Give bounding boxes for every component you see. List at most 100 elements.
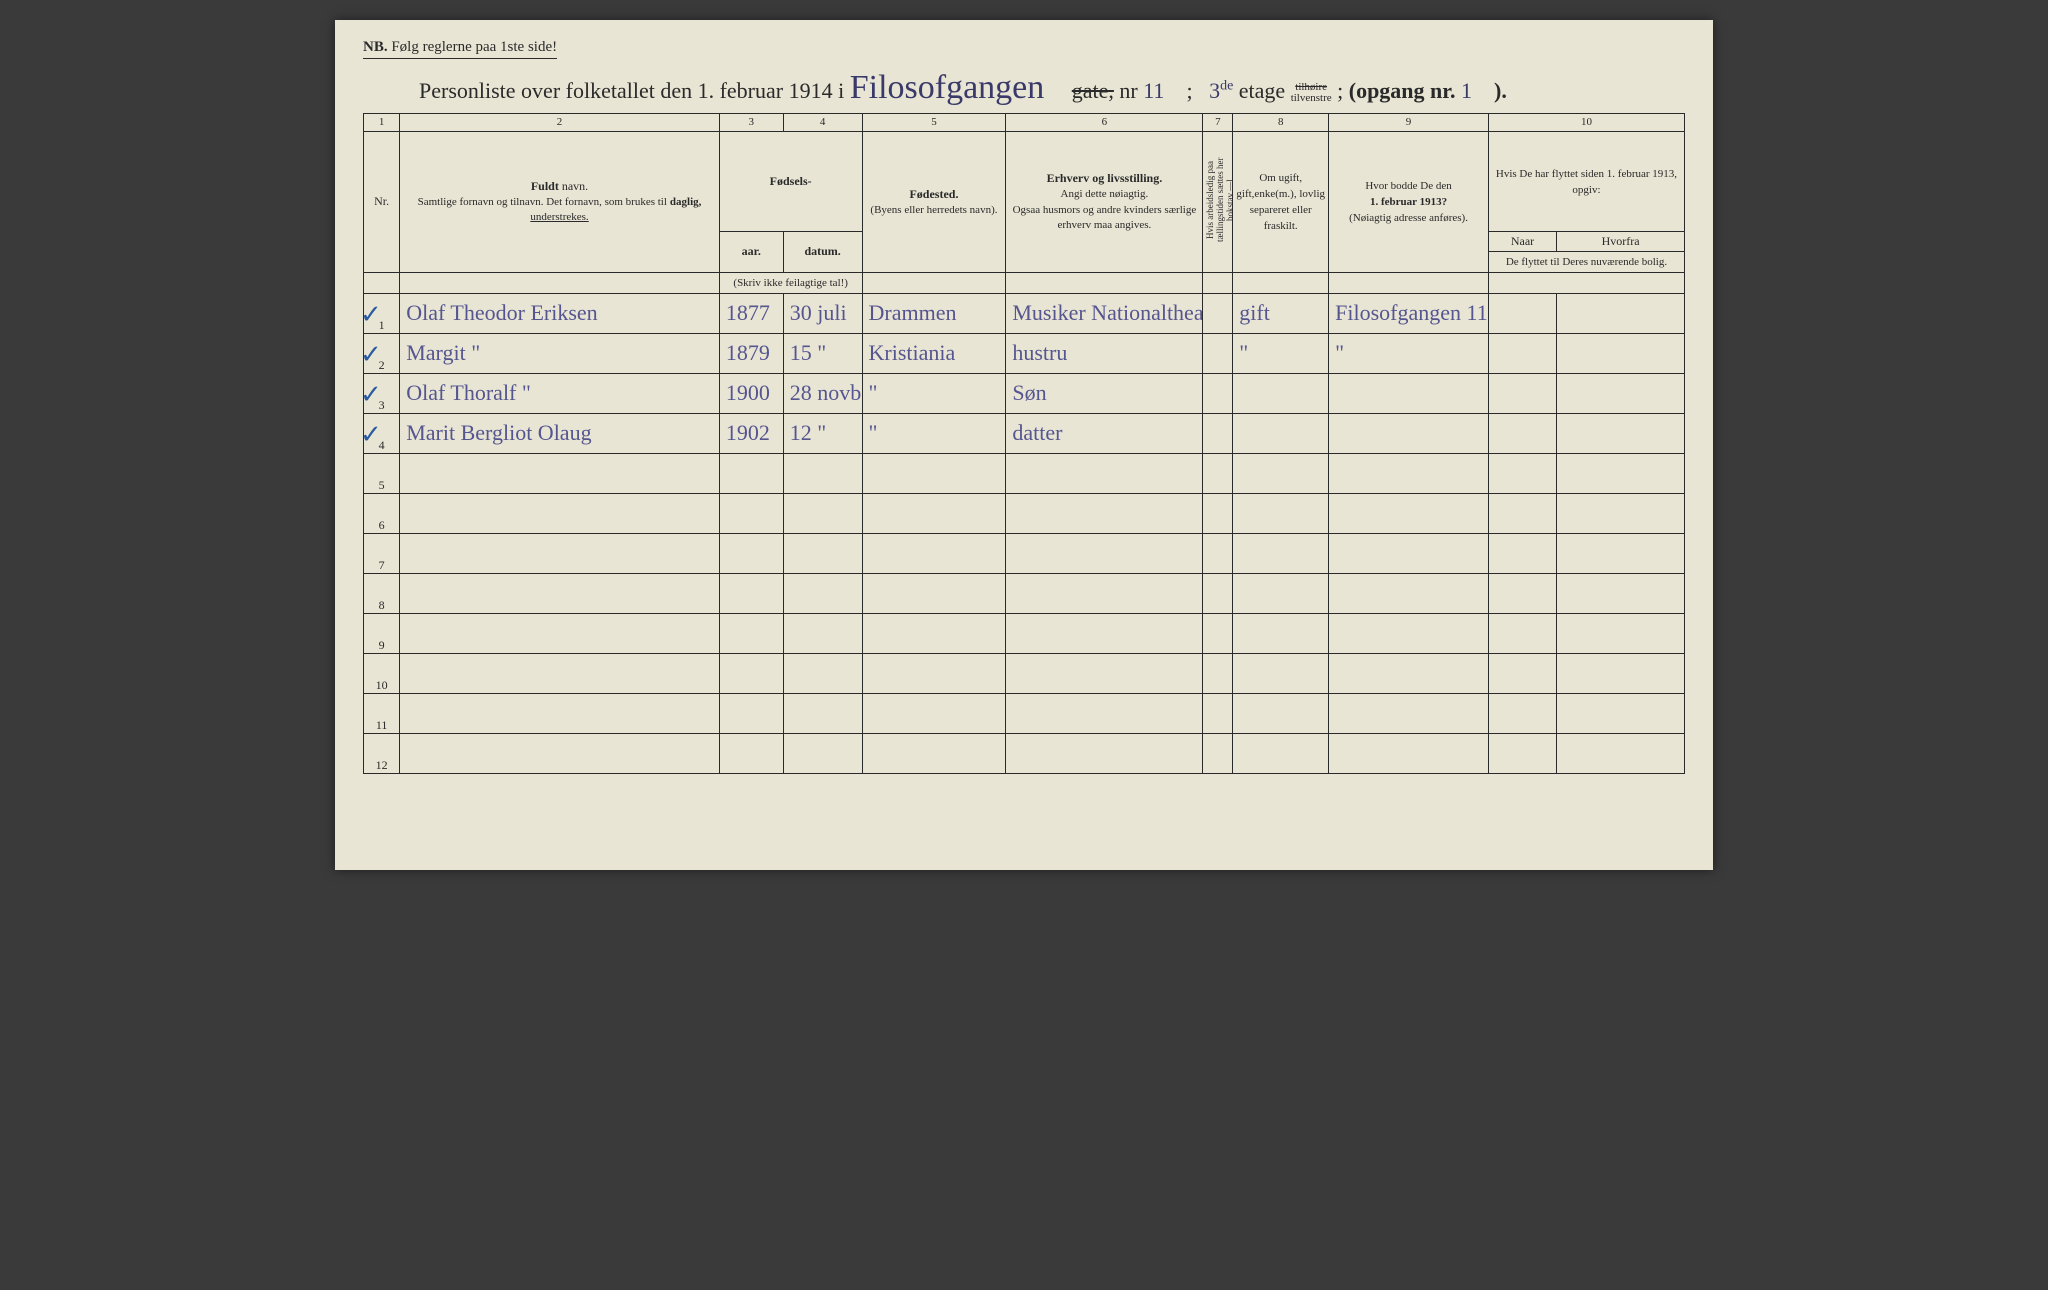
cell-occupation: hustru [1006,333,1203,373]
hdr-col9: Hvor bodde De den 1. februar 1913? (Nøia… [1329,132,1489,273]
cell-naar [1488,693,1556,733]
cell-addr [1329,573,1489,613]
cell-naar [1488,613,1556,653]
cell-date [783,493,862,533]
checkmark-icon: ✓ [364,420,382,450]
cell-naar [1488,413,1556,453]
colnum-8: 8 [1233,114,1329,132]
cell-f [1203,413,1233,453]
hdr-fodsels: Fødsels- [719,132,862,232]
cell-place [862,453,1006,493]
cell-status [1233,373,1329,413]
cell-occupation [1006,573,1203,613]
semi1: ; [1186,78,1192,103]
table-row: 6 [364,493,1685,533]
checkmark-icon: ✓ [364,380,382,410]
col-number-row: 1 2 3 4 5 6 7 8 9 10 [364,114,1685,132]
cell-hvorfra [1557,373,1685,413]
cell-status [1233,653,1329,693]
cell-status [1233,733,1329,773]
hdr-skriv: (Skriv ikke feilagtige tal!) [719,272,862,293]
cell-name: Margit " [400,333,720,373]
cell-f [1203,653,1233,693]
colnum-10: 10 [1488,114,1684,132]
cell-place [862,733,1006,773]
cell-f [1203,373,1233,413]
street-handwritten: Filosofgangen [850,69,1045,107]
cell-nr: 8 [364,573,400,613]
cell-status: " [1233,333,1329,373]
hdr-col10-sub: De flyttet til Deres nuværende bolig. [1488,252,1684,273]
cell-year [719,733,783,773]
etage-label: etage [1239,78,1285,103]
cell-naar [1488,333,1556,373]
etage-hw: 3 [1209,78,1220,103]
title-line: Personliste over folketallet den 1. febr… [363,69,1685,105]
cell-place [862,653,1006,693]
cell-year: 1877 [719,293,783,333]
table-row: 10 [364,653,1685,693]
cell-occupation [1006,733,1203,773]
cell-addr [1329,653,1489,693]
cell-name [400,453,720,493]
cell-name: Marit Bergliot Olaug [400,413,720,453]
cell-nr: 7 [364,533,400,573]
cell-date [783,613,862,653]
table-row: ✓2Margit "187915 "Kristianiahustru"" [364,333,1685,373]
table-row: 7 [364,533,1685,573]
cell-addr [1329,533,1489,573]
cell-name [400,573,720,613]
cell-nr: 5 [364,453,400,493]
cell-hvorfra [1557,573,1685,613]
cell-naar [1488,733,1556,773]
table-row: 11 [364,693,1685,733]
header-row-main: Nr. Fuldt navn. Samtlige fornavn og tiln… [364,132,1685,232]
colnum-6: 6 [1006,114,1203,132]
cell-year: 1902 [719,413,783,453]
cell-nr: ✓3 [364,373,400,413]
cell-name [400,693,720,733]
cell-occupation [1006,453,1203,493]
cell-occupation [1006,693,1203,733]
cell-f [1203,573,1233,613]
cell-year [719,493,783,533]
nb-line: NB. Følg reglerne paa 1ste side! [363,39,557,59]
cell-occupation: Søn [1006,373,1203,413]
cell-nr: 12 [364,733,400,773]
table-row: 5 [364,453,1685,493]
cell-f [1203,733,1233,773]
cell-status: gift [1233,293,1329,333]
cell-date: 12 " [783,413,862,453]
cell-naar [1488,533,1556,573]
checkmark-icon: ✓ [364,340,382,370]
cell-place [862,493,1006,533]
table-row: ✓1Olaf Theodor Eriksen187730 juliDrammen… [364,293,1685,333]
nr-handwritten: 11 [1143,78,1164,103]
cell-nr: 9 [364,613,400,653]
cell-year [719,533,783,573]
cell-date: 28 novb. [783,373,862,413]
colnum-2: 2 [400,114,720,132]
cell-hvorfra [1557,293,1685,333]
cell-occupation [1006,493,1203,533]
cell-place [862,573,1006,613]
cell-f [1203,453,1233,493]
cell-date [783,653,862,693]
cell-f [1203,493,1233,533]
cell-status [1233,573,1329,613]
cell-nr: 10 [364,653,400,693]
opgang-hw: 1 [1461,78,1472,103]
cell-hvorfra [1557,453,1685,493]
census-page: NB. Følg reglerne paa 1ste side! Personl… [335,20,1713,870]
colnum-1: 1 [364,114,400,132]
cell-date [783,693,862,733]
cell-naar [1488,293,1556,333]
cell-name [400,613,720,653]
nb-prefix: NB. [363,39,388,55]
cell-naar [1488,653,1556,693]
census-table: 1 2 3 4 5 6 7 8 9 10 Nr. Fuldt navn. Sam… [363,113,1685,774]
opgang-label: (opgang nr. [1349,78,1456,103]
cell-date [783,453,862,493]
cell-addr [1329,733,1489,773]
cell-status [1233,493,1329,533]
